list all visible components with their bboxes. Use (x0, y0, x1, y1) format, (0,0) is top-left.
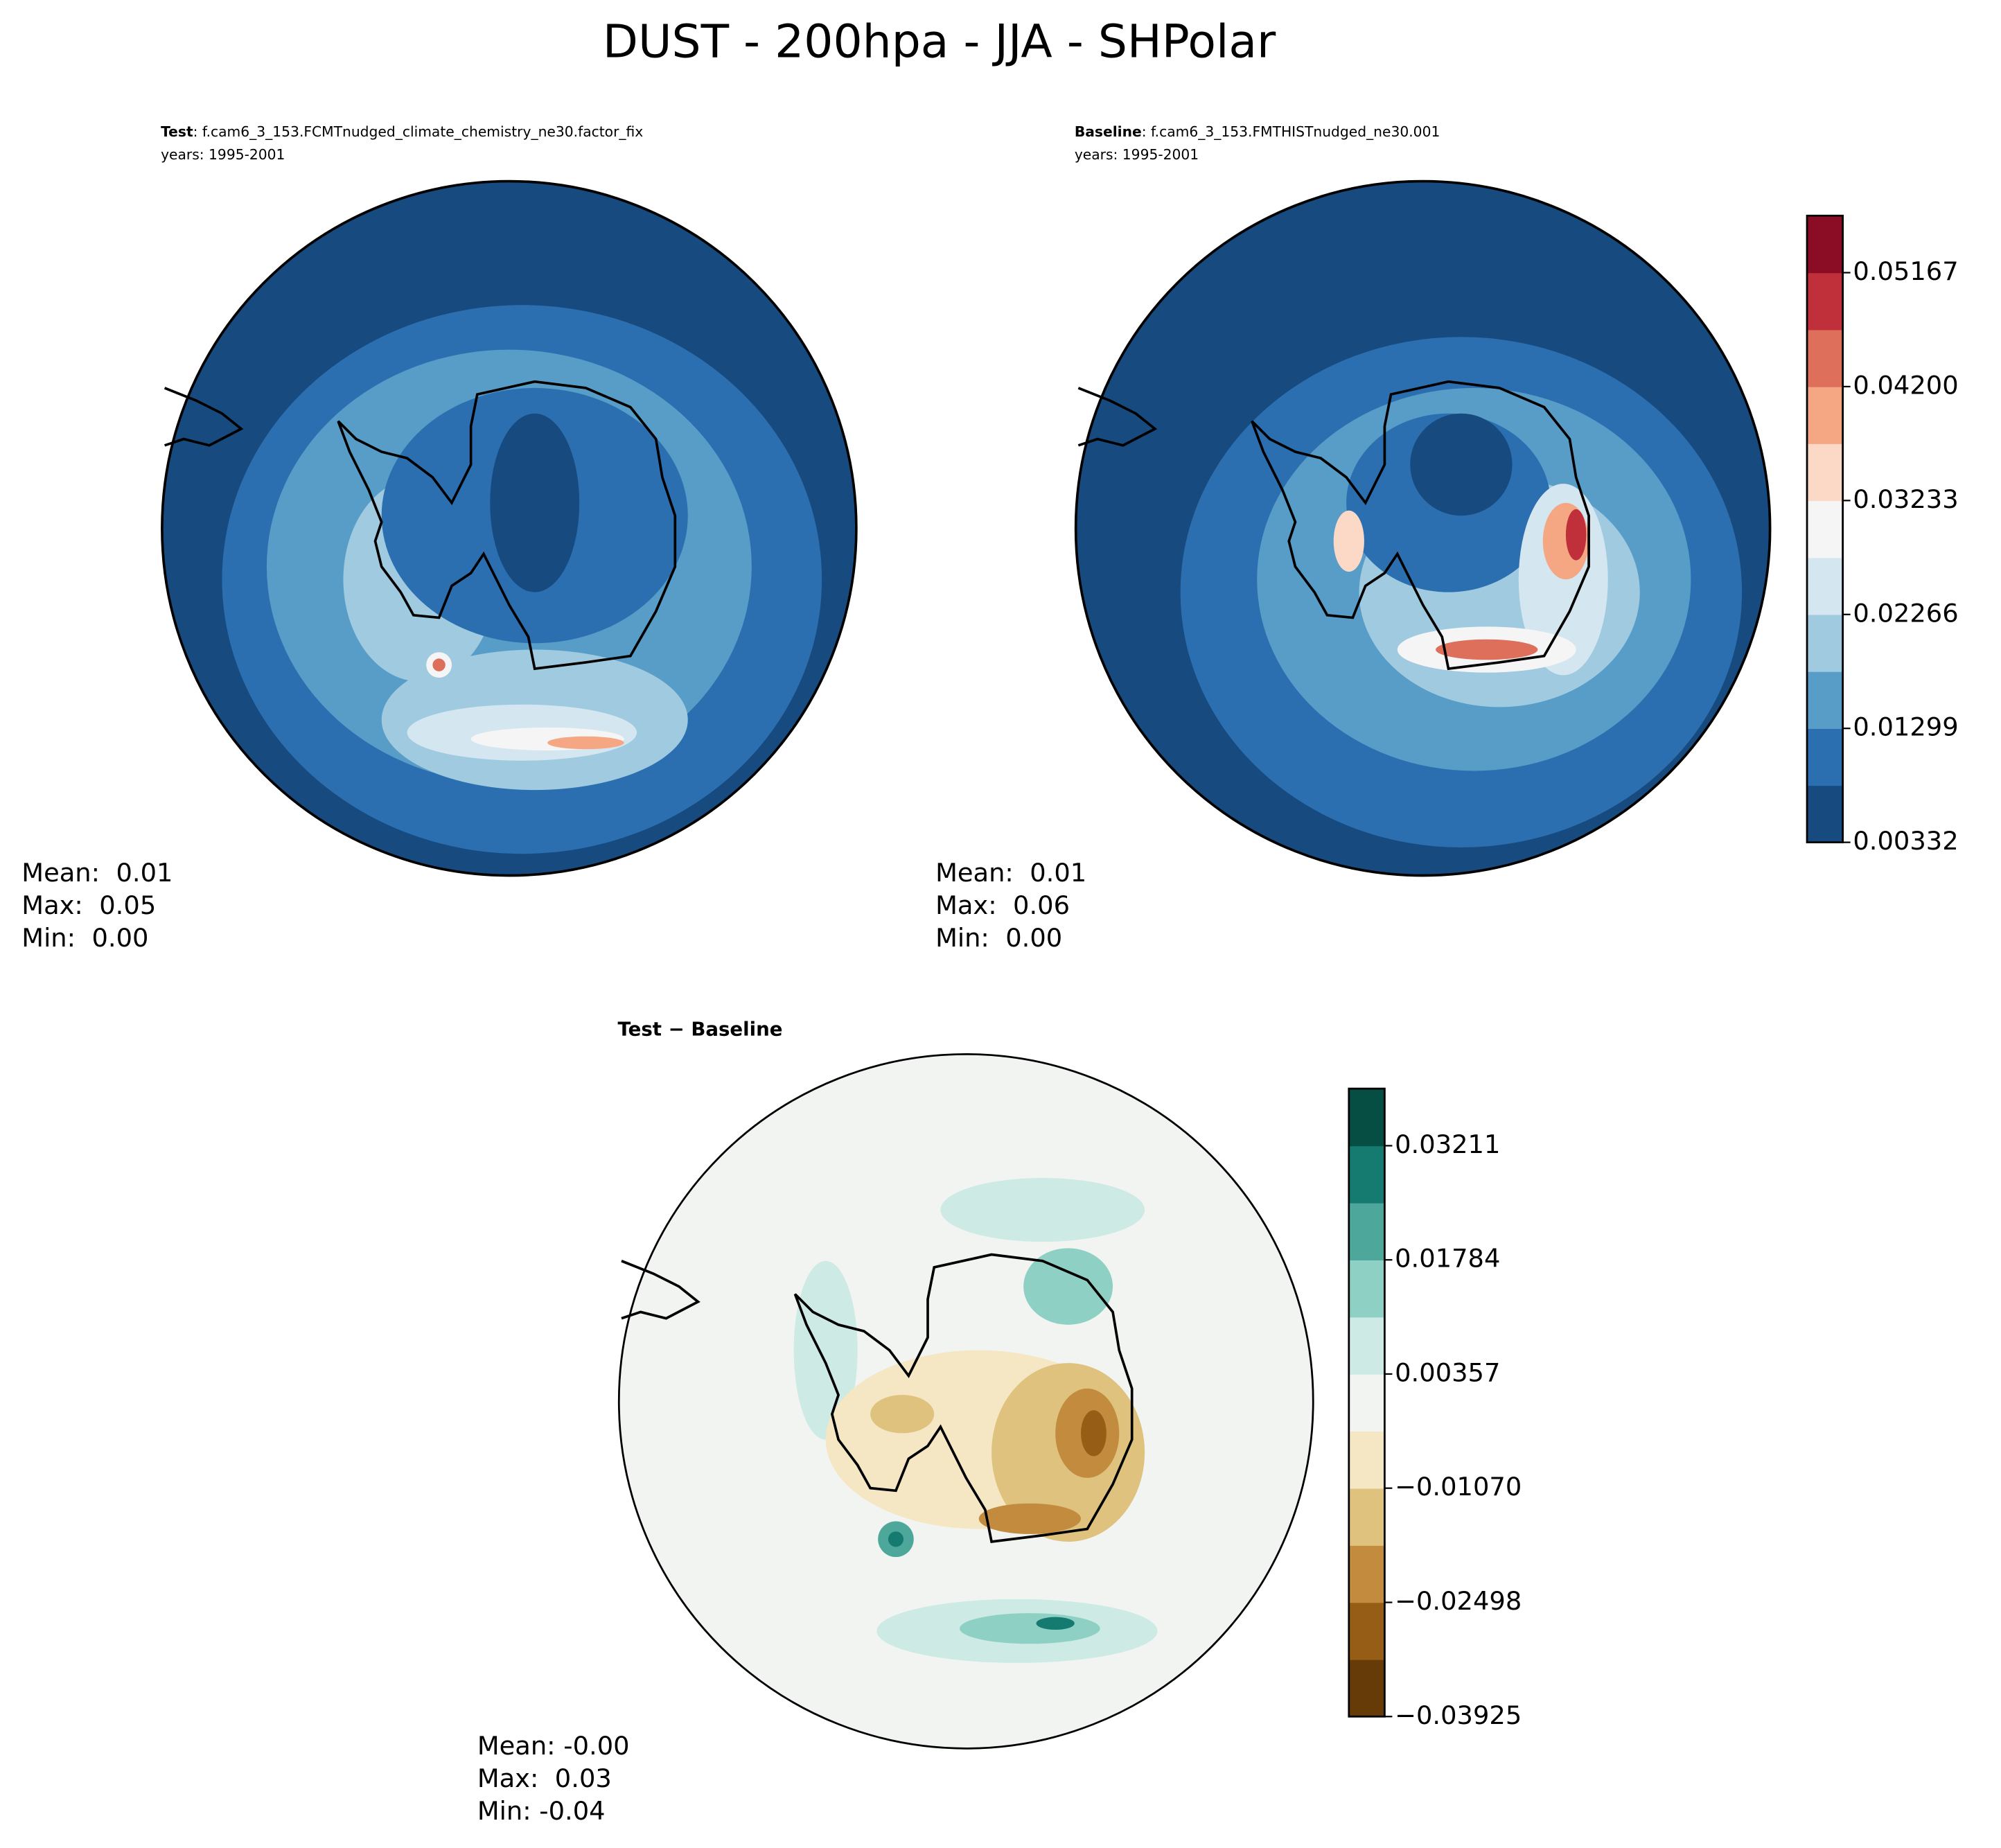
colorbar-band (1807, 215, 1843, 274)
stat-line: Mean: 0.01 (935, 858, 1086, 888)
colorbar-band (1348, 1373, 1385, 1432)
colorbar-band (1807, 728, 1843, 786)
stat-line: Mean: -0.00 (477, 1731, 630, 1761)
colorbar-band (1348, 1602, 1385, 1660)
colorbar-tick-label: −0.02498 (1395, 1586, 1522, 1616)
colorbar-tick-label: 0.00332 (1853, 826, 1958, 856)
years: years: 1995-2001 (1075, 146, 1199, 163)
panel-title: Test: f.cam6_3_153.FCMTnudged_climate_ch… (161, 123, 643, 140)
colorbar-tick-label: 0.01299 (1853, 712, 1958, 742)
colorbar-band (1807, 272, 1843, 331)
stat-line: Mean: 0.01 (21, 858, 173, 888)
panel-label: Baseline (1075, 123, 1142, 140)
colorbar-band (1807, 785, 1843, 843)
years: years: 1995-2001 (161, 146, 285, 163)
map-panel (1074, 179, 1772, 877)
colorbar-band (1807, 557, 1843, 615)
stat-line: Min: 0.00 (21, 923, 148, 953)
colorbar-tick-label: −0.01070 (1395, 1472, 1522, 1502)
colorbar-tick-label: −0.03925 (1395, 1700, 1522, 1730)
colorbar-tick-label: 0.03233 (1853, 484, 1958, 514)
stat-line: Max: 0.03 (477, 1763, 612, 1793)
panel-label: Test (161, 123, 193, 140)
colorbar-tick-label: 0.04200 (1853, 370, 1958, 400)
stat-line: Max: 0.05 (21, 890, 156, 920)
colorbar-band (1348, 1659, 1385, 1718)
colorbar-band (1807, 500, 1843, 558)
colorbar-tick-label: 0.05167 (1853, 256, 1958, 286)
colorbar-band (1348, 1202, 1385, 1260)
map-panel (617, 1053, 1314, 1750)
colorbar-tick-label: 0.03211 (1395, 1129, 1500, 1159)
colorbar-tick-label: 0.01784 (1395, 1244, 1500, 1274)
colorbar-band (1807, 386, 1843, 444)
colorbar-band (1348, 1260, 1385, 1318)
map-panel (161, 179, 858, 877)
colorbar-band (1348, 1545, 1385, 1603)
stat-line: Min: 0.00 (935, 923, 1062, 953)
colorbar-tick-label: 0.00357 (1395, 1357, 1500, 1387)
colorbar-band (1807, 614, 1843, 672)
colorbar-band (1807, 443, 1843, 502)
stat-line: Max: 0.06 (935, 890, 1070, 920)
panel-label: Test − Baseline (617, 1017, 782, 1040)
colorbar-band (1348, 1488, 1385, 1546)
stat-line: Min: -0.04 (477, 1796, 606, 1826)
colorbar-band (1807, 671, 1843, 729)
colorbar-tick-label: 0.02266 (1853, 598, 1958, 628)
figure-title: DUST - 200hpa - JJA - SHPolar (603, 15, 1276, 69)
colorbar-band (1348, 1317, 1385, 1375)
colorbar-band (1348, 1145, 1385, 1204)
colorbar-band (1348, 1089, 1385, 1147)
colorbar-frame (1348, 1087, 1386, 1718)
case-name: : f.cam6_3_153.FCMTnudged_climate_chemis… (193, 123, 644, 140)
colorbar-frame (1806, 214, 1844, 844)
colorbar-band (1348, 1431, 1385, 1489)
panel-title: Baseline: f.cam6_3_153.FMTHISTnudged_ne3… (1075, 123, 1440, 140)
case-name: : f.cam6_3_153.FMTHISTnudged_ne30.001 (1142, 123, 1440, 140)
colorbar-band (1807, 329, 1843, 387)
